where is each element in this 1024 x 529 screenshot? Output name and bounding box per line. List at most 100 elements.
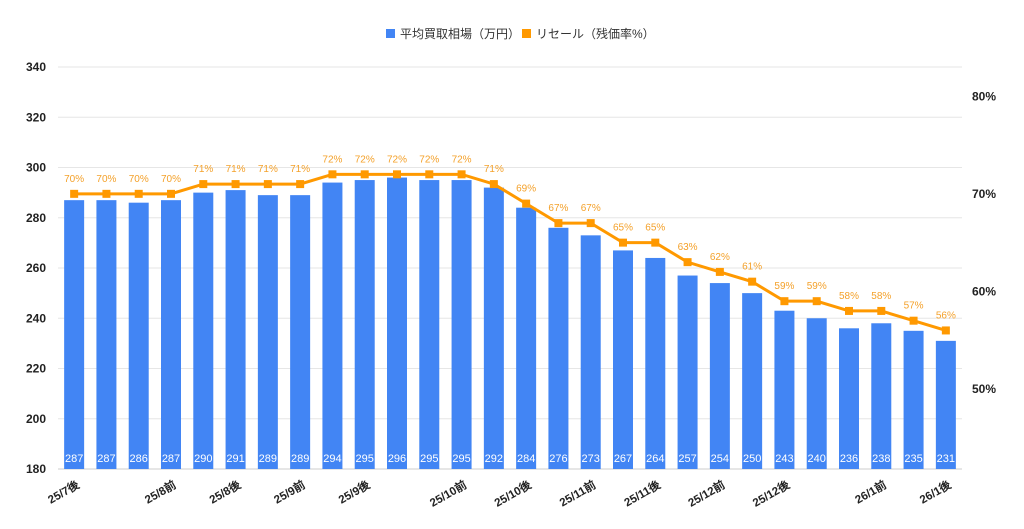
bar-label: 231 — [937, 453, 955, 465]
bar-label: 273 — [582, 453, 600, 465]
left-axis-tick: 220 — [26, 362, 46, 376]
x-axis-label: 25/9前 — [271, 477, 308, 506]
bar — [96, 200, 117, 469]
bar — [387, 177, 407, 470]
bar — [322, 182, 343, 469]
x-axis-label: 25/11前 — [557, 477, 599, 509]
bar-label: 287 — [162, 453, 180, 465]
bar-label: 287 — [97, 453, 115, 465]
bar-label: 296 — [388, 453, 406, 465]
bar — [451, 180, 472, 469]
bar — [354, 180, 375, 469]
bar-label: 243 — [775, 453, 793, 465]
right-axis-tick: 70% — [972, 187, 996, 201]
bar-label: 294 — [323, 453, 341, 465]
line-point-label: 65% — [613, 223, 633, 234]
bar — [290, 195, 311, 469]
legend: 平均買取相場（万円） リセール（残価率%） — [386, 26, 655, 41]
bar-label: 291 — [226, 453, 244, 465]
bar-label: 235 — [904, 453, 922, 465]
bar-label: 295 — [420, 453, 438, 465]
bar-label: 276 — [549, 453, 567, 465]
line-point — [70, 189, 79, 198]
line-point — [328, 170, 337, 179]
bar-label: 295 — [356, 453, 374, 465]
bar — [64, 200, 85, 469]
line-point — [489, 180, 498, 189]
line-point — [683, 258, 692, 267]
bar — [516, 207, 537, 469]
line-point-label: 71% — [258, 164, 278, 175]
line-point-label: 65% — [645, 223, 665, 234]
bar — [806, 318, 827, 469]
x-axis-label: 25/7後 — [45, 477, 82, 506]
line-point — [619, 238, 627, 247]
line-point — [199, 180, 208, 189]
right-axis-tick: 80% — [972, 89, 996, 103]
line-point — [812, 297, 821, 306]
line-point — [780, 297, 789, 306]
bar-label: 295 — [452, 453, 470, 465]
left-axis-tick: 280 — [26, 211, 46, 225]
bar — [774, 310, 795, 469]
legend-swatch-line — [522, 29, 531, 38]
line-point — [715, 267, 724, 276]
line-point — [909, 316, 918, 325]
bar — [645, 257, 666, 469]
legend-label-bar: 平均買取相場（万円） — [400, 27, 520, 41]
x-axis-label: 26/1前 — [852, 477, 889, 506]
line-point-label: 70% — [161, 174, 181, 185]
line-point-label: 58% — [839, 291, 859, 302]
bar-label: 267 — [614, 453, 632, 465]
bar — [128, 202, 149, 470]
legend-label-line: リセール（残価率%） — [536, 26, 655, 41]
line-point-label: 67% — [548, 203, 568, 214]
x-axis-label: 25/11後 — [621, 477, 663, 509]
line-point — [102, 189, 111, 198]
line-point-label: 67% — [581, 203, 601, 214]
bar-label: 254 — [711, 453, 729, 465]
line-point-label: 71% — [226, 164, 246, 175]
left-axis-tick: 180 — [26, 462, 46, 476]
bar — [225, 190, 246, 470]
left-axis-tick: 340 — [26, 60, 46, 74]
line-point — [651, 238, 660, 247]
line-point-label: 70% — [96, 174, 116, 185]
line-point-label: 72% — [355, 154, 375, 165]
line-point-label: 71% — [290, 164, 310, 175]
x-axis-label: 25/10後 — [492, 477, 534, 510]
left-axis-tick: 320 — [26, 110, 46, 124]
x-axis-label: 25/8後 — [207, 477, 244, 506]
bar — [257, 195, 278, 469]
line-point-label: 69% — [516, 184, 536, 195]
bar-label: 292 — [485, 453, 503, 465]
bar-label: 250 — [743, 453, 761, 465]
bar-label: 236 — [840, 453, 858, 465]
line-point-label: 71% — [193, 164, 213, 175]
line-point-label: 63% — [678, 242, 698, 253]
line-point-label: 70% — [64, 174, 84, 185]
bar-label: 287 — [65, 453, 83, 465]
right-axis-tick: 60% — [972, 284, 996, 298]
line-point — [554, 219, 563, 228]
bar-label: 289 — [259, 453, 277, 465]
line-point — [845, 306, 853, 315]
bar — [613, 250, 633, 469]
right-axis-tick: 50% — [972, 382, 996, 396]
bar-label: 290 — [194, 453, 212, 465]
line-point — [360, 170, 369, 179]
x-axis-label: 25/10前 — [427, 477, 469, 510]
bar — [677, 275, 698, 469]
line-point — [231, 180, 240, 189]
left-axis-tick: 200 — [26, 412, 46, 426]
line-point-label: 72% — [387, 154, 407, 165]
bar-label: 238 — [872, 453, 890, 465]
bar — [419, 180, 440, 469]
line-point-label: 72% — [452, 154, 472, 165]
line-point-label: 56% — [936, 310, 956, 321]
line-point-label: 71% — [484, 164, 504, 175]
line-point-label: 59% — [807, 281, 827, 292]
bar-label: 264 — [646, 453, 664, 465]
line-point-label: 70% — [129, 174, 149, 185]
